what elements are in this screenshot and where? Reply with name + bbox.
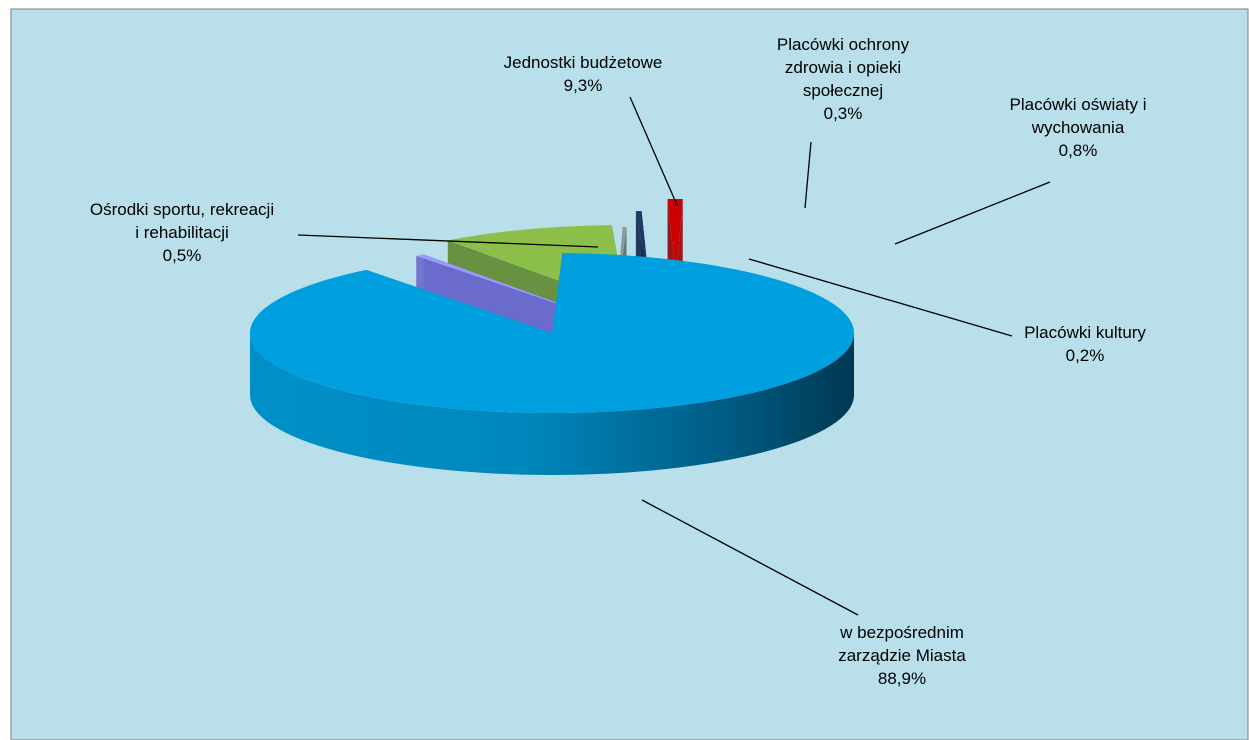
slice-name-line: społecznej (803, 81, 883, 100)
leader-line-placowki-ochrony-zdrowia-i-opieki-spolecznej (804, 141, 812, 209)
slice-label-jednostki-budzetowe: Jednostki budżetowe 9,3% (504, 53, 663, 95)
leader-line-w-bezposrednim-zarzadzie-miasta (641, 499, 859, 616)
pie-slice-top (249, 253, 854, 413)
leader-line-placowki-kultury (748, 258, 1013, 337)
slice-value-label: 0,2% (1066, 346, 1105, 365)
slice-name-line: zarządzie Miasta (838, 646, 966, 665)
slice-name-line: wychowania (1031, 118, 1125, 137)
leader-line-placowki-oswiaty-i-wychowania (894, 181, 1051, 245)
pie-slice-w-bezposrednim-zarzadzie-miasta (249, 253, 854, 475)
slice-label-placowki-ochrony-zdrowia-i-opieki-spolecznej: Placówki ochrony zdrowia i opieki społeczn… (777, 35, 910, 123)
slice-name-line: zdrowia i opieki (785, 58, 901, 77)
slice-name-line: i rehabilitacji (135, 223, 229, 242)
slice-label-placowki-oswiaty-i-wychowania: Placówki oświaty i wychowania 0,8% (1010, 95, 1147, 160)
slice-value-label: 0,3% (824, 104, 863, 123)
slice-name-line: Ośrodki sportu, rekreacji (90, 200, 274, 219)
leader-line-osrodki-sportu-rekreacji-i-rehabilitacji (297, 234, 599, 248)
slice-label-placowki-kultury: Placówki kultury 0,2% (1024, 323, 1146, 365)
slice-value-label: 0,5% (163, 246, 202, 265)
slice-name-line: Jednostki budżetowe (504, 53, 663, 72)
slice-name-line: Placówki ochrony (777, 35, 910, 54)
pie-slice-top (416, 254, 602, 319)
pie-slice-top (667, 199, 683, 279)
slice-name-line: Placówki kultury (1024, 323, 1146, 342)
pie-slice-side (250, 333, 854, 475)
slice-label-osrodki-sportu-rekreacji-i-rehabilitacji: Ośrodki sportu, rekreacji i rehabilitacji… (90, 200, 274, 265)
slice-name-line: w bezpośrednim (839, 623, 964, 642)
slice-label-w-bezposrednim-zarzadzie-miasta: w bezpośrednim zarządzie Miasta 88,9% (838, 623, 966, 688)
slice-name-line: Placówki oświaty i (1010, 95, 1147, 114)
slice-value-label: 0,8% (1059, 141, 1098, 160)
slice-value-label: 88,9% (878, 669, 926, 688)
leader-line-jednostki-budzetowe (629, 96, 678, 206)
slice-value-label: 9,3% (564, 76, 603, 95)
